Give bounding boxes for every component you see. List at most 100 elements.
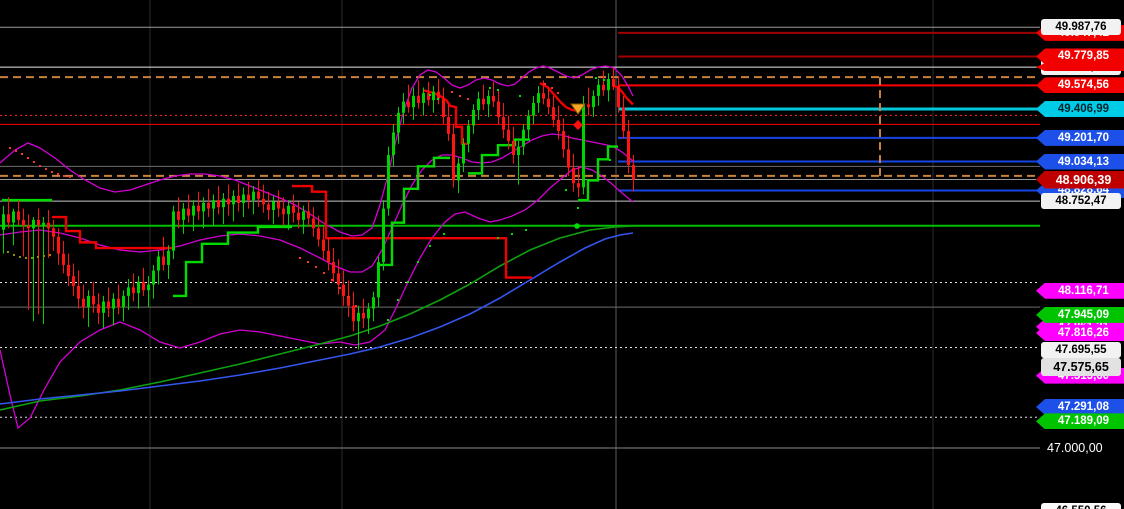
indicator-dot: [443, 233, 445, 235]
trend-step-up: [578, 145, 618, 202]
indicator-dot: [331, 279, 333, 281]
candle-up: [397, 112, 400, 133]
indicator-dot: [451, 91, 453, 93]
price-label: 49.201,70: [1036, 129, 1124, 146]
trend-step-up: [468, 138, 530, 175]
candle-up: [87, 295, 90, 308]
indicator-dot: [489, 87, 491, 89]
indicator-dot: [577, 207, 579, 209]
candle-down: [107, 301, 110, 309]
indicator-dot: [525, 229, 527, 231]
candle-up: [32, 219, 35, 229]
indicator-dot: [417, 261, 419, 263]
price-axis[interactable]: 49.947,4249.987,7649.704,2549.779,8549.5…: [1036, 0, 1124, 509]
indicator-dot: [565, 189, 567, 191]
candle-up: [607, 78, 610, 91]
candle-up: [377, 262, 380, 298]
candle-up: [302, 211, 305, 220]
candle-down: [552, 107, 555, 120]
candle-down: [72, 276, 75, 287]
candle-up: [432, 91, 435, 101]
price-label: 47.816,26: [1036, 325, 1124, 342]
candle-up: [42, 222, 45, 226]
candle-down: [612, 78, 615, 87]
candle-up: [402, 101, 405, 113]
candle-down: [447, 117, 450, 134]
indicator-dot: [544, 83, 546, 85]
candle-down: [587, 104, 590, 108]
candle-down: [177, 211, 180, 220]
candle-down: [47, 222, 50, 229]
indicator-dot: [519, 95, 521, 97]
candle-down: [17, 211, 20, 220]
candle-down: [352, 305, 355, 322]
candle-down: [307, 211, 310, 219]
candle-up: [152, 270, 155, 285]
candle-down: [572, 167, 575, 184]
candle-down: [282, 208, 285, 215]
candle-down: [57, 236, 60, 254]
candle-down: [227, 198, 230, 205]
candle-down: [322, 239, 325, 251]
candle-up: [372, 297, 375, 309]
candle-up: [192, 205, 195, 216]
candle-down: [7, 214, 10, 223]
price-label: 47.189,09: [1036, 413, 1124, 430]
candle-up: [157, 256, 160, 271]
candle-up: [597, 84, 600, 96]
candle-up: [457, 163, 460, 181]
indicator-dot: [339, 287, 341, 289]
candle-up: [537, 93, 540, 103]
candle-down: [332, 262, 335, 274]
candle-down: [62, 253, 65, 265]
trend-step-down: [422, 89, 468, 145]
candle-down: [317, 228, 320, 240]
indicator-dot: [31, 257, 33, 259]
candle-up: [212, 200, 215, 209]
indicator-dot: [429, 245, 431, 247]
candle-up: [387, 155, 390, 209]
candle-up: [222, 198, 225, 208]
candle-down: [52, 228, 55, 237]
price-label: 49.574,56: [1036, 77, 1124, 94]
candle-up: [2, 214, 5, 230]
candle-down: [577, 183, 580, 188]
price-label: 49.987,76: [1041, 19, 1121, 36]
candle-up: [122, 295, 125, 308]
candle-up: [242, 194, 245, 203]
candle-down: [567, 149, 570, 168]
indicator-dot: [551, 87, 553, 89]
candle-down: [312, 218, 315, 229]
candle-up: [527, 115, 530, 130]
indicator-dot: [299, 257, 301, 259]
candle-up: [357, 312, 360, 322]
candle-down: [492, 95, 495, 102]
sell-arrow-icon: [570, 103, 586, 115]
indicator-dot: [39, 165, 41, 167]
candle-down: [347, 295, 350, 306]
bollinger-middle: [0, 133, 634, 273]
indicator-dot: [355, 305, 357, 307]
indicator-dot: [43, 255, 45, 257]
indicator-dot: [347, 296, 349, 298]
candle-down: [497, 101, 500, 118]
trend-step-down: [611, 84, 634, 106]
indicator-dot: [57, 173, 59, 175]
candle-up: [472, 109, 475, 126]
candle-up: [367, 308, 370, 319]
indicator-dot: [459, 95, 461, 97]
indicator-dot: [63, 175, 65, 177]
candle-down: [277, 201, 280, 209]
candle-up: [127, 287, 130, 296]
candle-down: [502, 117, 505, 130]
candle-up: [147, 284, 150, 291]
candle-down: [92, 295, 95, 305]
trend-step-up: [173, 225, 292, 298]
candle-up: [382, 208, 385, 263]
candle-down: [407, 101, 410, 108]
chart-area[interactable]: [0, 0, 1040, 509]
candle-down: [267, 204, 270, 210]
indicator-dot: [307, 261, 309, 263]
indicator-dot: [69, 176, 71, 178]
